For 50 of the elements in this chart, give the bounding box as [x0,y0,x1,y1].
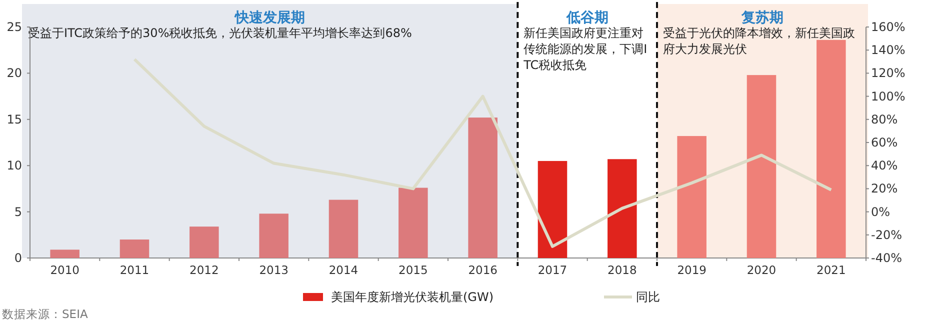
band-label: 快速发展期 [234,10,305,26]
y2-tick-label: 20% [871,182,898,196]
bar [398,188,428,258]
x-tick-label: 2017 [538,263,568,277]
y-tick-label: 25 [6,20,22,34]
band-label: 低谷期 [565,10,608,26]
y-tick-label: 10 [6,158,22,173]
x-tick-label: 2021 [816,263,846,277]
x-tick-label: 2016 [468,263,498,277]
y-tick-label: 15 [6,112,22,126]
legend-label: 同比 [636,290,660,304]
y2-tick-label: 40% [871,158,898,173]
y2-tick-label: 60% [871,136,898,150]
x-tick-label: 2011 [120,263,150,277]
y2-tick-label: -20% [871,228,902,242]
x-tick-label: 2014 [328,263,358,277]
bar [120,240,150,258]
bar [677,136,706,258]
y2-tick-label: 0% [871,204,890,219]
source-note: 数据来源：SEIA [2,307,88,321]
bar [816,40,846,258]
x-tick-label: 2010 [50,263,80,277]
annotation: 受益于光伏的降本增效，新任美国政府大力发展光伏 [663,26,855,56]
bar [259,214,288,258]
bar [538,160,568,258]
bar [50,250,80,258]
bar [746,75,776,258]
x-tick-label: 2018 [608,263,637,277]
x-tick-label: 2015 [398,263,428,277]
y2-tick-label: 140% [871,43,906,58]
y2-tick-label: 80% [871,112,898,126]
bar [468,118,498,258]
y-tick-label: 0 [14,251,22,265]
x-tick-label: 2020 [746,263,776,277]
line-series [133,58,833,248]
y-tick-label: 20 [6,66,22,80]
y2-tick-label: 160% [871,20,906,34]
x-tick-label: 2012 [190,263,219,277]
annotation: 新任美国政府更注重对传统能源的发展，下调ITC税收抵免 [522,26,648,72]
bar [190,226,219,258]
y-tick-label: 5 [14,204,22,219]
x-tick-label: 2013 [259,263,288,277]
y2-tick-label: 120% [871,66,906,80]
band-label: 复苏期 [740,10,784,26]
bar [608,159,637,258]
x-tick-label: 2019 [677,263,706,277]
bar [328,200,358,258]
legend-label: 美国年度新增光伏装机量(GW) [331,290,494,304]
y2-tick-label: -40% [871,251,902,265]
y2-tick-label: 100% [871,89,906,104]
